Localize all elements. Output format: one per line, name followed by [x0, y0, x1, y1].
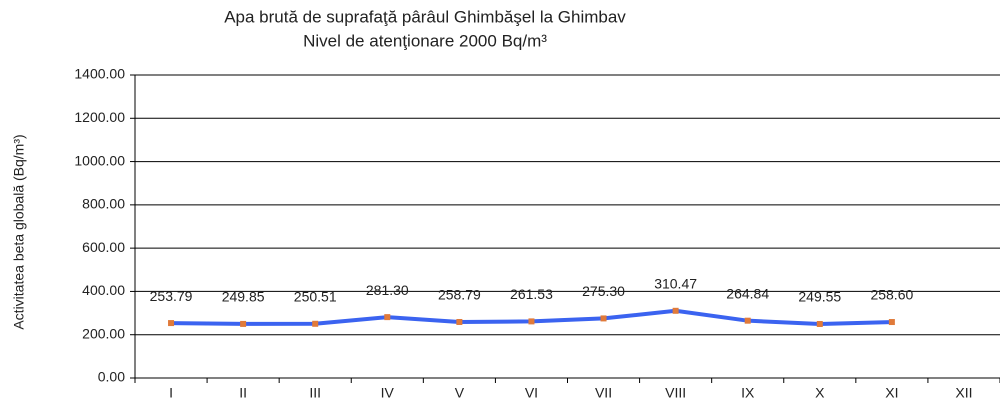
point-marker	[528, 318, 535, 325]
point-marker	[240, 320, 247, 327]
y-tick-label: 400.00	[82, 282, 125, 298]
data-label: 250.51	[294, 288, 337, 304]
x-tick-label: VI	[525, 385, 538, 401]
point-marker	[672, 307, 679, 314]
x-tick-label: II	[239, 385, 247, 401]
point-marker	[312, 320, 319, 327]
chart-title: Apa brută de suprafaţă pârâul Ghimbăşel …	[224, 7, 626, 26]
y-tick-label: 800.00	[82, 196, 125, 212]
point-marker	[168, 320, 175, 327]
data-label: 261.53	[510, 286, 553, 302]
chart-subtitle: Nivel de atenţionare 2000 Bq/m³	[303, 31, 547, 50]
data-label: 275.30	[582, 283, 625, 299]
x-tick-label: VII	[595, 385, 612, 401]
y-tick-label: 0.00	[98, 369, 125, 385]
data-label: 264.84	[726, 285, 769, 301]
data-label: 249.55	[798, 289, 841, 305]
data-label: 249.85	[222, 289, 265, 305]
data-label: 258.79	[438, 287, 481, 303]
data-label: 310.47	[654, 276, 697, 292]
x-tick-label: III	[309, 385, 321, 401]
y-tick-label: 1400.00	[74, 66, 125, 82]
x-tick-label: XII	[955, 385, 972, 401]
point-marker	[384, 314, 391, 321]
data-label: 258.60	[870, 287, 913, 303]
y-axis-label: Activitatea beta globală (Bq/m³)	[11, 134, 27, 329]
point-marker	[816, 320, 823, 327]
point-marker	[456, 318, 463, 325]
x-tick-label: IV	[381, 385, 395, 401]
x-tick-label: I	[169, 385, 173, 401]
x-tick-label: IX	[741, 385, 755, 401]
data-label: 281.30	[366, 282, 409, 298]
x-tick-label: XI	[885, 385, 898, 401]
y-tick-label: 1000.00	[74, 152, 125, 168]
data-label: 253.79	[150, 288, 193, 304]
point-marker	[600, 315, 607, 322]
x-tick-label: X	[815, 385, 825, 401]
y-tick-label: 600.00	[82, 239, 125, 255]
point-marker	[888, 319, 895, 326]
y-tick-label: 1200.00	[74, 109, 125, 125]
point-marker	[744, 317, 751, 324]
x-tick-label: VIII	[665, 385, 686, 401]
x-tick-label: V	[455, 385, 465, 401]
y-tick-label: 200.00	[82, 325, 125, 341]
